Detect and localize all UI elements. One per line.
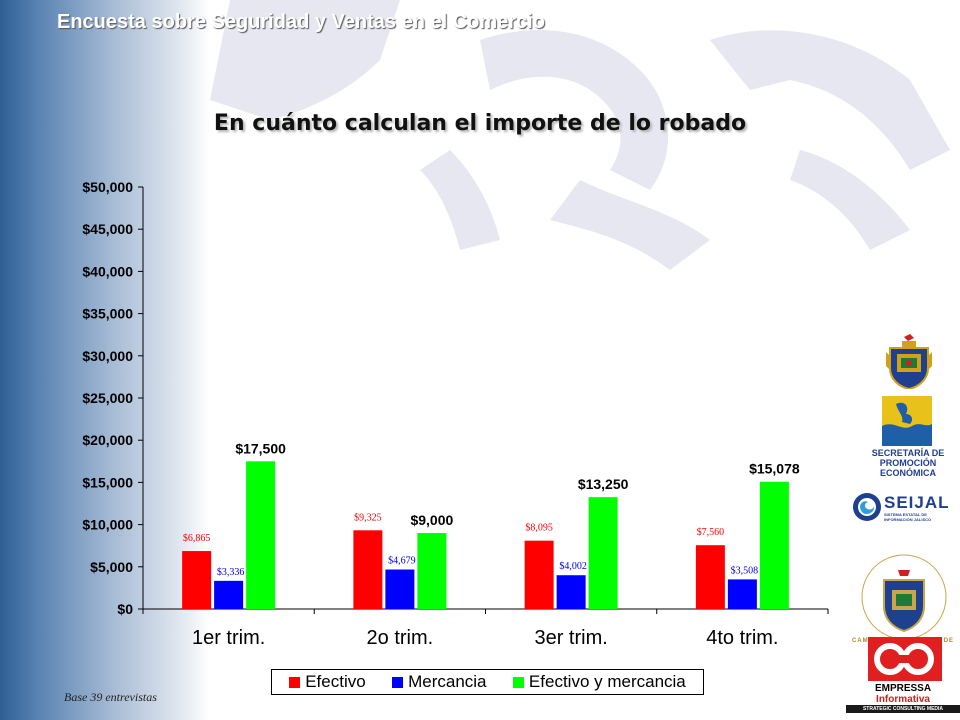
- x-axis: 1er trim. 2o trim. 3er trim. 4to trim.: [142, 608, 829, 649]
- footnote: Base 39 entrevistas: [64, 690, 157, 704]
- seijal-subtitle: SISTEMA ESTATAL DE INFORMACIÓN JALISCO: [884, 512, 932, 522]
- x-tick-label: 3er trim.: [534, 627, 607, 649]
- side-gradient-band: [0, 0, 210, 720]
- legend-label-efectivo: Efectivo: [305, 672, 366, 691]
- secretaria-line-2: PROMOCIÓN: [879, 458, 937, 468]
- secretaria-promocion-text: SECRETARÍA DE PROMOCIÓN ECONÓMICA: [860, 448, 956, 478]
- header-title: Encuesta sobre Seguridad y Ventas en el …: [57, 11, 545, 33]
- legend-swatch-efectivo-y-mercancia: [512, 676, 524, 688]
- empressa-line-1: EMPRESSA: [874, 683, 932, 694]
- legend-label-mercancia: Mercancia: [408, 672, 487, 691]
- data-labels: $6,865 $3,336 $17,500 $9,325 $4,679 $9,000 $8,…: [183, 440, 800, 578]
- y-tick-label: $25,000: [82, 390, 133, 406]
- y-tick-label: $30,000: [82, 348, 133, 364]
- y-tick-label: $35,000: [82, 306, 133, 322]
- bar: [759, 481, 789, 609]
- data-label: $4,679: [388, 556, 416, 567]
- legend-label-efectivo-y-mercancia: Efectivo y mercancia: [528, 672, 686, 691]
- bar: [588, 497, 618, 609]
- data-label: $3,508: [731, 565, 759, 576]
- jalisco-coat-of-arms-logo: [886, 334, 932, 389]
- bar: [727, 579, 757, 609]
- background-figure-watermark: [210, 0, 950, 270]
- x-tick-label: 2o trim.: [367, 627, 434, 649]
- legend-swatch-efectivo: [289, 676, 301, 688]
- data-label: $7,560: [697, 527, 725, 538]
- data-label: $3,336: [217, 567, 245, 578]
- y-tick-label: $10,000: [82, 517, 133, 533]
- y-tick-label: $40,000: [82, 263, 133, 279]
- x-tick-label: 1er trim.: [192, 627, 265, 649]
- y-tick-label: $50,000: [82, 179, 133, 195]
- sponsor-logos: SECRETARÍA DE PROMOCIÓN ECONÓMICA SEIJAL…: [846, 334, 960, 720]
- legend-item-mercancia: Mercancia: [392, 672, 487, 692]
- y-tick-label: $45,000: [82, 221, 133, 237]
- data-label: $9,325: [354, 512, 382, 523]
- seijal-name: SEIJAL: [884, 493, 950, 512]
- data-label: $15,078: [749, 461, 800, 477]
- empressa-line-2: Informativa: [876, 694, 930, 705]
- bar: [417, 533, 447, 609]
- y-tick-label: $5,000: [90, 559, 133, 575]
- bar: [182, 551, 212, 609]
- secretaria-line-1: SECRETARÍA DE: [871, 448, 945, 458]
- bar: [246, 461, 276, 609]
- bar: [353, 530, 383, 609]
- data-label: $8,095: [525, 523, 553, 534]
- camara-comercio-seal-logo: [861, 554, 947, 640]
- bar: [695, 545, 725, 609]
- empressa-subtitle: STRATEGIC CONSULTING MEDIA: [846, 705, 960, 713]
- legend-item-efectivo: Efectivo: [289, 672, 366, 692]
- empressa-logo-mark: [868, 637, 942, 681]
- slide-title: En cuánto calculan el importe de lo roba…: [213, 111, 747, 136]
- empressa-name: EMPRESSA Informativa: [846, 683, 960, 705]
- y-tick-label: $20,000: [82, 432, 133, 448]
- bar: [556, 575, 586, 609]
- y-tick-label: $15,000: [82, 474, 133, 490]
- data-label: $6,865: [183, 533, 211, 544]
- data-label: $17,500: [235, 440, 286, 456]
- data-label: $9,000: [410, 512, 453, 528]
- data-label: $4,002: [559, 561, 587, 572]
- chart-legend: Efectivo Mercancia Efectivo y mercancia: [271, 669, 704, 695]
- legend-item-efectivo-y-mercancia: Efectivo y mercancia: [512, 672, 686, 692]
- bar: [385, 569, 415, 609]
- x-tick-label: 4to trim.: [706, 627, 778, 649]
- bars: [182, 461, 789, 609]
- bar: [524, 540, 554, 609]
- data-label: $13,250: [578, 476, 629, 492]
- secretaria-promocion-logo: [882, 396, 932, 446]
- bar: [214, 580, 244, 609]
- legend-swatch-mercancia: [392, 676, 404, 688]
- y-tick-label: $0: [117, 601, 133, 617]
- seijal-emblem-icon: [853, 493, 881, 521]
- secretaria-line-3: ECONÓMICA: [880, 468, 936, 478]
- y-axis: $0 $5,000 $10,000 $15,000 $20,000 $25,000 $30,…: [82, 179, 144, 617]
